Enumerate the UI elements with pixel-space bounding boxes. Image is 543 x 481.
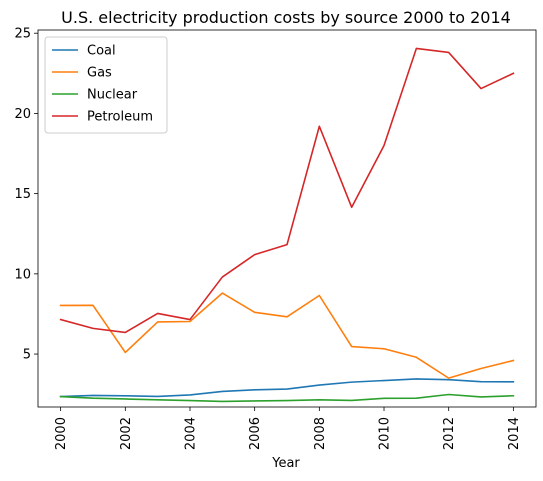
legend-box bbox=[44, 36, 168, 134]
x-tick-label: 2012 bbox=[442, 417, 457, 450]
legend-label-coal: Coal bbox=[87, 44, 116, 59]
y-tick-label: 5 bbox=[23, 348, 31, 363]
legend-label-petroleum: Petroleum bbox=[87, 110, 153, 125]
y-tick-label: 10 bbox=[14, 267, 31, 282]
x-tick-label: 2004 bbox=[183, 417, 198, 450]
y-tick-label: 25 bbox=[14, 27, 31, 42]
x-axis-title: Year bbox=[271, 456, 300, 471]
series-line-petroleum bbox=[59, 47, 515, 334]
legend-label-nuclear: Nuclear bbox=[87, 88, 138, 103]
series-line-coal bbox=[59, 378, 515, 398]
legend: Coal Gas Nuclear Petroleum bbox=[44, 36, 168, 134]
series-lines bbox=[59, 47, 515, 403]
series-line-nuclear bbox=[59, 393, 515, 403]
y-axis-ticks: 5 10 15 20 25 bbox=[14, 27, 38, 363]
plot-frame bbox=[37, 29, 537, 408]
x-tick-label: 2000 bbox=[54, 417, 69, 450]
series-line-gas bbox=[59, 292, 515, 379]
legend-label-gas: Gas bbox=[87, 66, 112, 81]
y-tick-label: 20 bbox=[14, 107, 31, 122]
chart-title: U.S. electricity production costs by sou… bbox=[61, 8, 511, 27]
x-tick-label: 2006 bbox=[248, 417, 263, 450]
x-tick-label: 2002 bbox=[119, 417, 134, 450]
x-tick-label: 2010 bbox=[378, 417, 393, 450]
x-axis-ticks: 2000 2002 2004 2006 2008 2010 2012 2014 bbox=[54, 407, 522, 450]
x-tick-label: 2008 bbox=[313, 417, 328, 450]
x-tick-label: 2014 bbox=[507, 417, 522, 450]
y-tick-label: 15 bbox=[14, 187, 31, 202]
